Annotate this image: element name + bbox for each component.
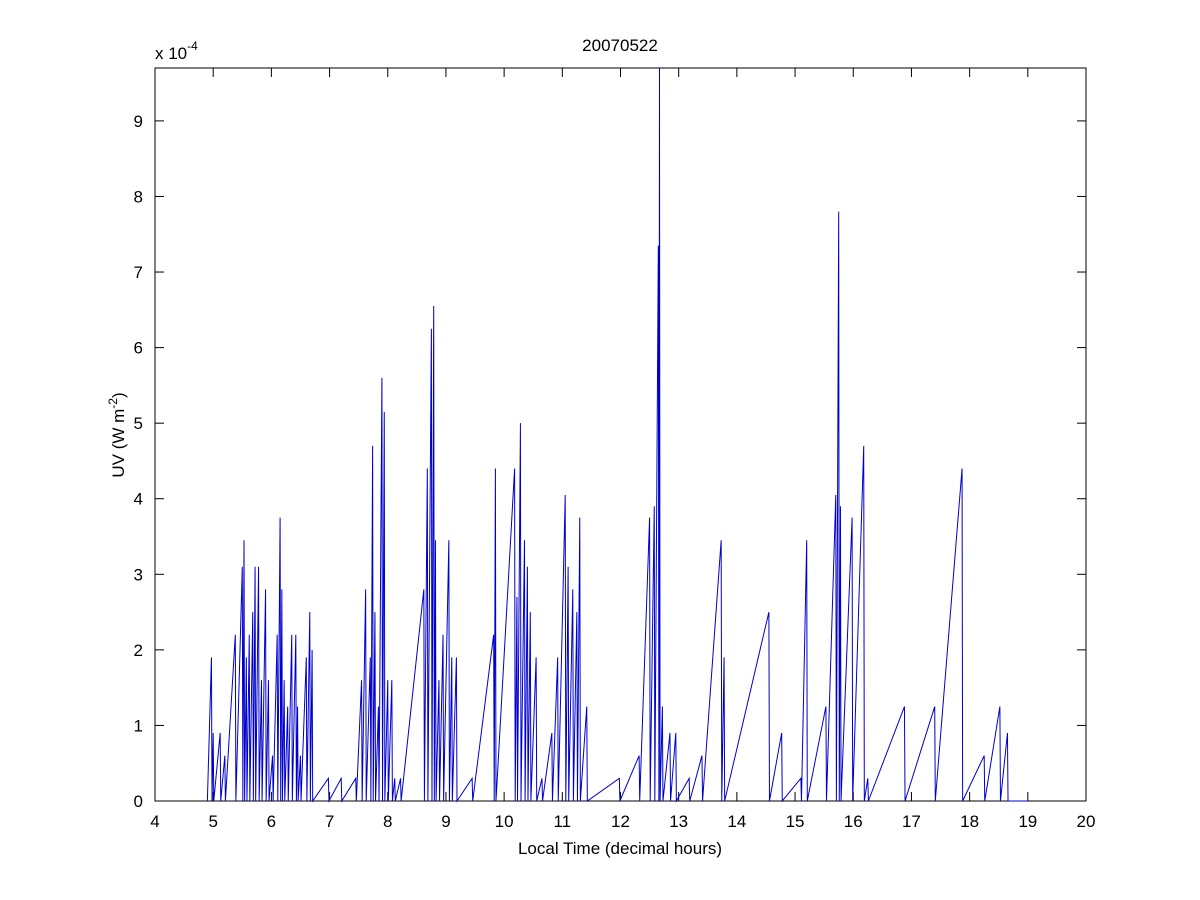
y-axis-label-sup: -2 — [106, 398, 120, 409]
x-tick-label: 16 — [844, 812, 863, 831]
y-scale-base: x 10 — [155, 44, 187, 63]
y-axis-label-main: UV (W m — [109, 409, 128, 478]
y-tick-label: 7 — [134, 263, 143, 282]
x-axis-label: Local Time (decimal hours) — [518, 839, 722, 858]
x-tick-label: 5 — [208, 812, 217, 831]
y-axis-label: UV (W m-2) — [106, 392, 128, 477]
y-scale-exponent: -4 — [187, 39, 198, 53]
x-tick-label: 14 — [727, 812, 746, 831]
x-tick-label: 8 — [383, 812, 392, 831]
x-tick-label: 12 — [611, 812, 630, 831]
x-tick-label: 17 — [902, 812, 921, 831]
y-tick-label: 0 — [134, 792, 143, 811]
uv-line — [206, 67, 1028, 803]
x-tick-label: 13 — [669, 812, 688, 831]
x-tick-label: 20 — [1077, 812, 1096, 831]
y-tick-label: 4 — [134, 490, 143, 509]
y-tick-label: 6 — [134, 339, 143, 358]
y-tick-label: 5 — [134, 414, 143, 433]
x-tick-label: 6 — [267, 812, 276, 831]
chart-title: 20070522 — [582, 36, 658, 55]
x-tick-label: 9 — [441, 812, 450, 831]
y-scale-label: x 10-4 — [155, 39, 198, 63]
x-tick-label: 19 — [1018, 812, 1037, 831]
x-tick-label: 10 — [495, 812, 514, 831]
x-tick-label: 18 — [960, 812, 979, 831]
y-tick-label: 8 — [134, 187, 143, 206]
y-tick-label: 9 — [134, 112, 143, 131]
x-tick-label: 4 — [150, 812, 159, 831]
y-tick-label: 3 — [134, 565, 143, 584]
x-tick-label: 15 — [786, 812, 805, 831]
y-tick-label: 1 — [134, 716, 143, 735]
y-tick-label: 2 — [134, 641, 143, 660]
y-axis-label-end: ) — [109, 392, 128, 398]
x-tick-label: 11 — [553, 812, 571, 831]
x-tick-label: 7 — [325, 812, 334, 831]
